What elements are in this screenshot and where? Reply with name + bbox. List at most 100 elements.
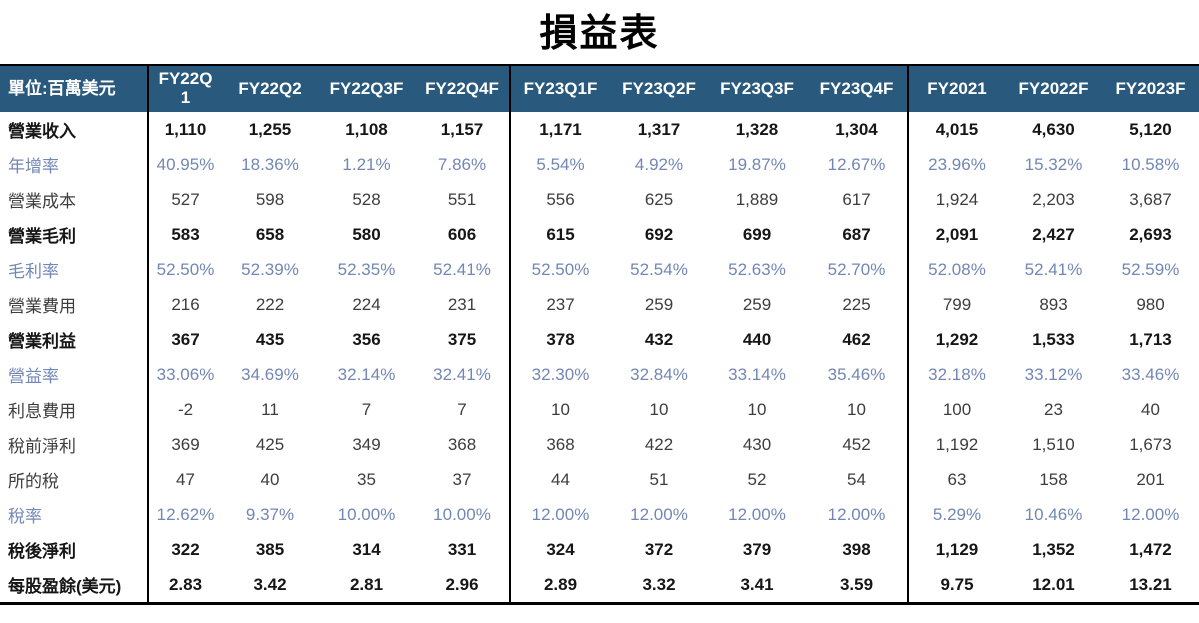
cell-value: 1,110 xyxy=(164,119,207,139)
cell-value: 259 xyxy=(644,294,674,314)
cell-value: 314 xyxy=(352,539,381,559)
header-row: 單位:百萬美元 FY22Q1 FY22Q2 FY22Q3F FY22Q4F FY23Q1F… xyxy=(0,65,1199,112)
income-statement-table: 單位:百萬美元 FY22Q1 FY22Q2 FY22Q3F FY22Q4F FY23Q1F… xyxy=(0,64,1199,605)
cell-value: 51 xyxy=(649,469,669,489)
row-label: 毛利率 xyxy=(0,252,149,287)
cell-value: 462 xyxy=(806,322,909,357)
cell-value: 331 xyxy=(415,532,511,567)
cell-value: 1,129 xyxy=(935,539,979,559)
cell-value: 432 xyxy=(644,329,674,349)
cell-value: 2.81 xyxy=(349,574,384,594)
cell-value: 349 xyxy=(352,434,381,454)
cell-value: 231 xyxy=(415,287,511,322)
cell-value: 4,015 xyxy=(935,119,979,139)
cell-value: 237 xyxy=(546,294,575,314)
cell-value: 2.89 xyxy=(543,574,578,594)
cell-value: 1,292 xyxy=(935,329,979,349)
cell-value: 32.30% xyxy=(531,364,590,384)
cell-value: 40 xyxy=(260,469,280,489)
column-header-fy2021: FY2021 xyxy=(908,65,1005,112)
cell-value: 375 xyxy=(415,322,511,357)
cell-value: 158 xyxy=(1039,469,1068,489)
cell-value: 222 xyxy=(255,294,285,314)
cell-value: 12.67% xyxy=(806,147,909,182)
cell-value: 435 xyxy=(255,329,285,349)
row-label: 營業成本 xyxy=(0,182,149,217)
cell-value: 4.92% xyxy=(634,154,684,174)
cell-value: 52.35% xyxy=(337,259,396,279)
cell-value: 37 xyxy=(415,462,511,497)
cell-value: 1,171 xyxy=(539,119,582,139)
cell-value: 35 xyxy=(357,469,376,489)
cell-value: 63 xyxy=(947,469,967,489)
cell-value: 225 xyxy=(806,287,909,322)
column-header-fy22q1: FY22Q1 xyxy=(148,65,222,112)
cell-value: 368 xyxy=(546,434,575,454)
cell-value: 3.59 xyxy=(806,567,909,604)
row-label: 所的稅 xyxy=(0,462,149,497)
cell-value: 32.18% xyxy=(928,364,986,384)
cell-value: 201 xyxy=(1136,469,1165,489)
cell-value: 12.00% xyxy=(728,504,786,524)
cell-value: 52.59% xyxy=(1121,259,1180,279)
cell-value: 1,510 xyxy=(1032,434,1075,454)
table-row: 利息費用 -2 11 7 7 10 10 10 10 100 23 40 xyxy=(0,392,1199,427)
cell-value: 3,687 xyxy=(1129,189,1172,209)
cell-value: 259 xyxy=(742,294,772,314)
cell-value: 3.32 xyxy=(642,574,676,594)
cell-value: 2,427 xyxy=(1032,224,1075,244)
cell-value: 5.29% xyxy=(932,504,982,524)
cell-value: 52.50% xyxy=(531,259,590,279)
cell-value: 12.62% xyxy=(156,504,215,524)
cell-value: 440 xyxy=(742,329,772,349)
cell-value: 12.00% xyxy=(531,504,590,524)
row-label: 年增率 xyxy=(0,147,149,182)
cell-value: 687 xyxy=(806,217,909,252)
cell-value: 12.00% xyxy=(806,497,909,532)
cell-value: 4,630 xyxy=(1032,119,1075,139)
cell-value: 216 xyxy=(171,294,200,314)
cell-value: 2,203 xyxy=(1032,189,1075,209)
column-header-fy22q3f: FY22Q3F xyxy=(318,65,415,112)
cell-value: 5,120 xyxy=(1129,119,1172,139)
cell-value: 1,352 xyxy=(1032,539,1075,559)
table-row: 營業利益 367 435 356 375 378 432 440 462 1,292 1,533 1,… xyxy=(0,322,1199,357)
cell-value: 2,091 xyxy=(935,224,979,244)
cell-value: 379 xyxy=(742,539,772,559)
cell-value: 15.32% xyxy=(1024,154,1083,174)
table-row: 稅率 12.62% 9.37% 10.00% 10.00% 12.00% 12.00% 12.… xyxy=(0,497,1199,532)
page-title: 損益表 xyxy=(539,13,660,55)
row-label: 稅率 xyxy=(0,497,149,532)
table-row: 年增率 40.95% 18.36% 1.21% 7.86% 5.54% 4.92% 19.87… xyxy=(0,147,1199,182)
cell-value: 224 xyxy=(352,294,381,314)
cell-value: 2,693 xyxy=(1129,224,1172,244)
cell-value: 699 xyxy=(742,224,772,244)
cell-value: 598 xyxy=(255,189,285,209)
cell-value: 422 xyxy=(644,434,674,454)
column-header-fy22q2: FY22Q2 xyxy=(222,65,318,112)
cell-value: 398 xyxy=(806,532,909,567)
cell-value: 9.75 xyxy=(940,574,974,594)
cell-value: -2 xyxy=(177,399,194,419)
cell-value: 1,889 xyxy=(735,189,779,209)
column-header-fy2022f: FY2022F xyxy=(1005,65,1102,112)
cell-value: 452 xyxy=(806,427,909,462)
cell-value: 10.58% xyxy=(1121,154,1180,174)
cell-value: 1,533 xyxy=(1032,329,1075,349)
cell-value: 10.00% xyxy=(337,504,396,524)
cell-value: 658 xyxy=(255,224,285,244)
column-header-fy22q4f: FY22Q4F xyxy=(415,65,511,112)
cell-value: 1,924 xyxy=(935,189,979,209)
column-header-fy2023f: FY2023F xyxy=(1102,65,1199,112)
row-label: 稅前淨利 xyxy=(0,427,149,462)
cell-value: 1,472 xyxy=(1129,539,1172,559)
cell-value: 44 xyxy=(551,469,570,489)
table-row: 營益率 33.06% 34.69% 32.14% 32.41% 32.30% 32.84% 3… xyxy=(0,357,1199,392)
cell-value: 1,304 xyxy=(806,112,909,147)
row-label: 營業利益 xyxy=(0,322,149,357)
cell-value: 52.39% xyxy=(241,259,299,279)
cell-value: 10.00% xyxy=(415,497,511,532)
table-body: 營業收入 1,110 1,255 1,108 1,157 1,171 1,317 1,328 1… xyxy=(0,112,1199,604)
cell-value: 52.41% xyxy=(415,252,511,287)
table-row: 毛利率 52.50% 52.39% 52.35% 52.41% 52.50% 52.54% 5… xyxy=(0,252,1199,287)
